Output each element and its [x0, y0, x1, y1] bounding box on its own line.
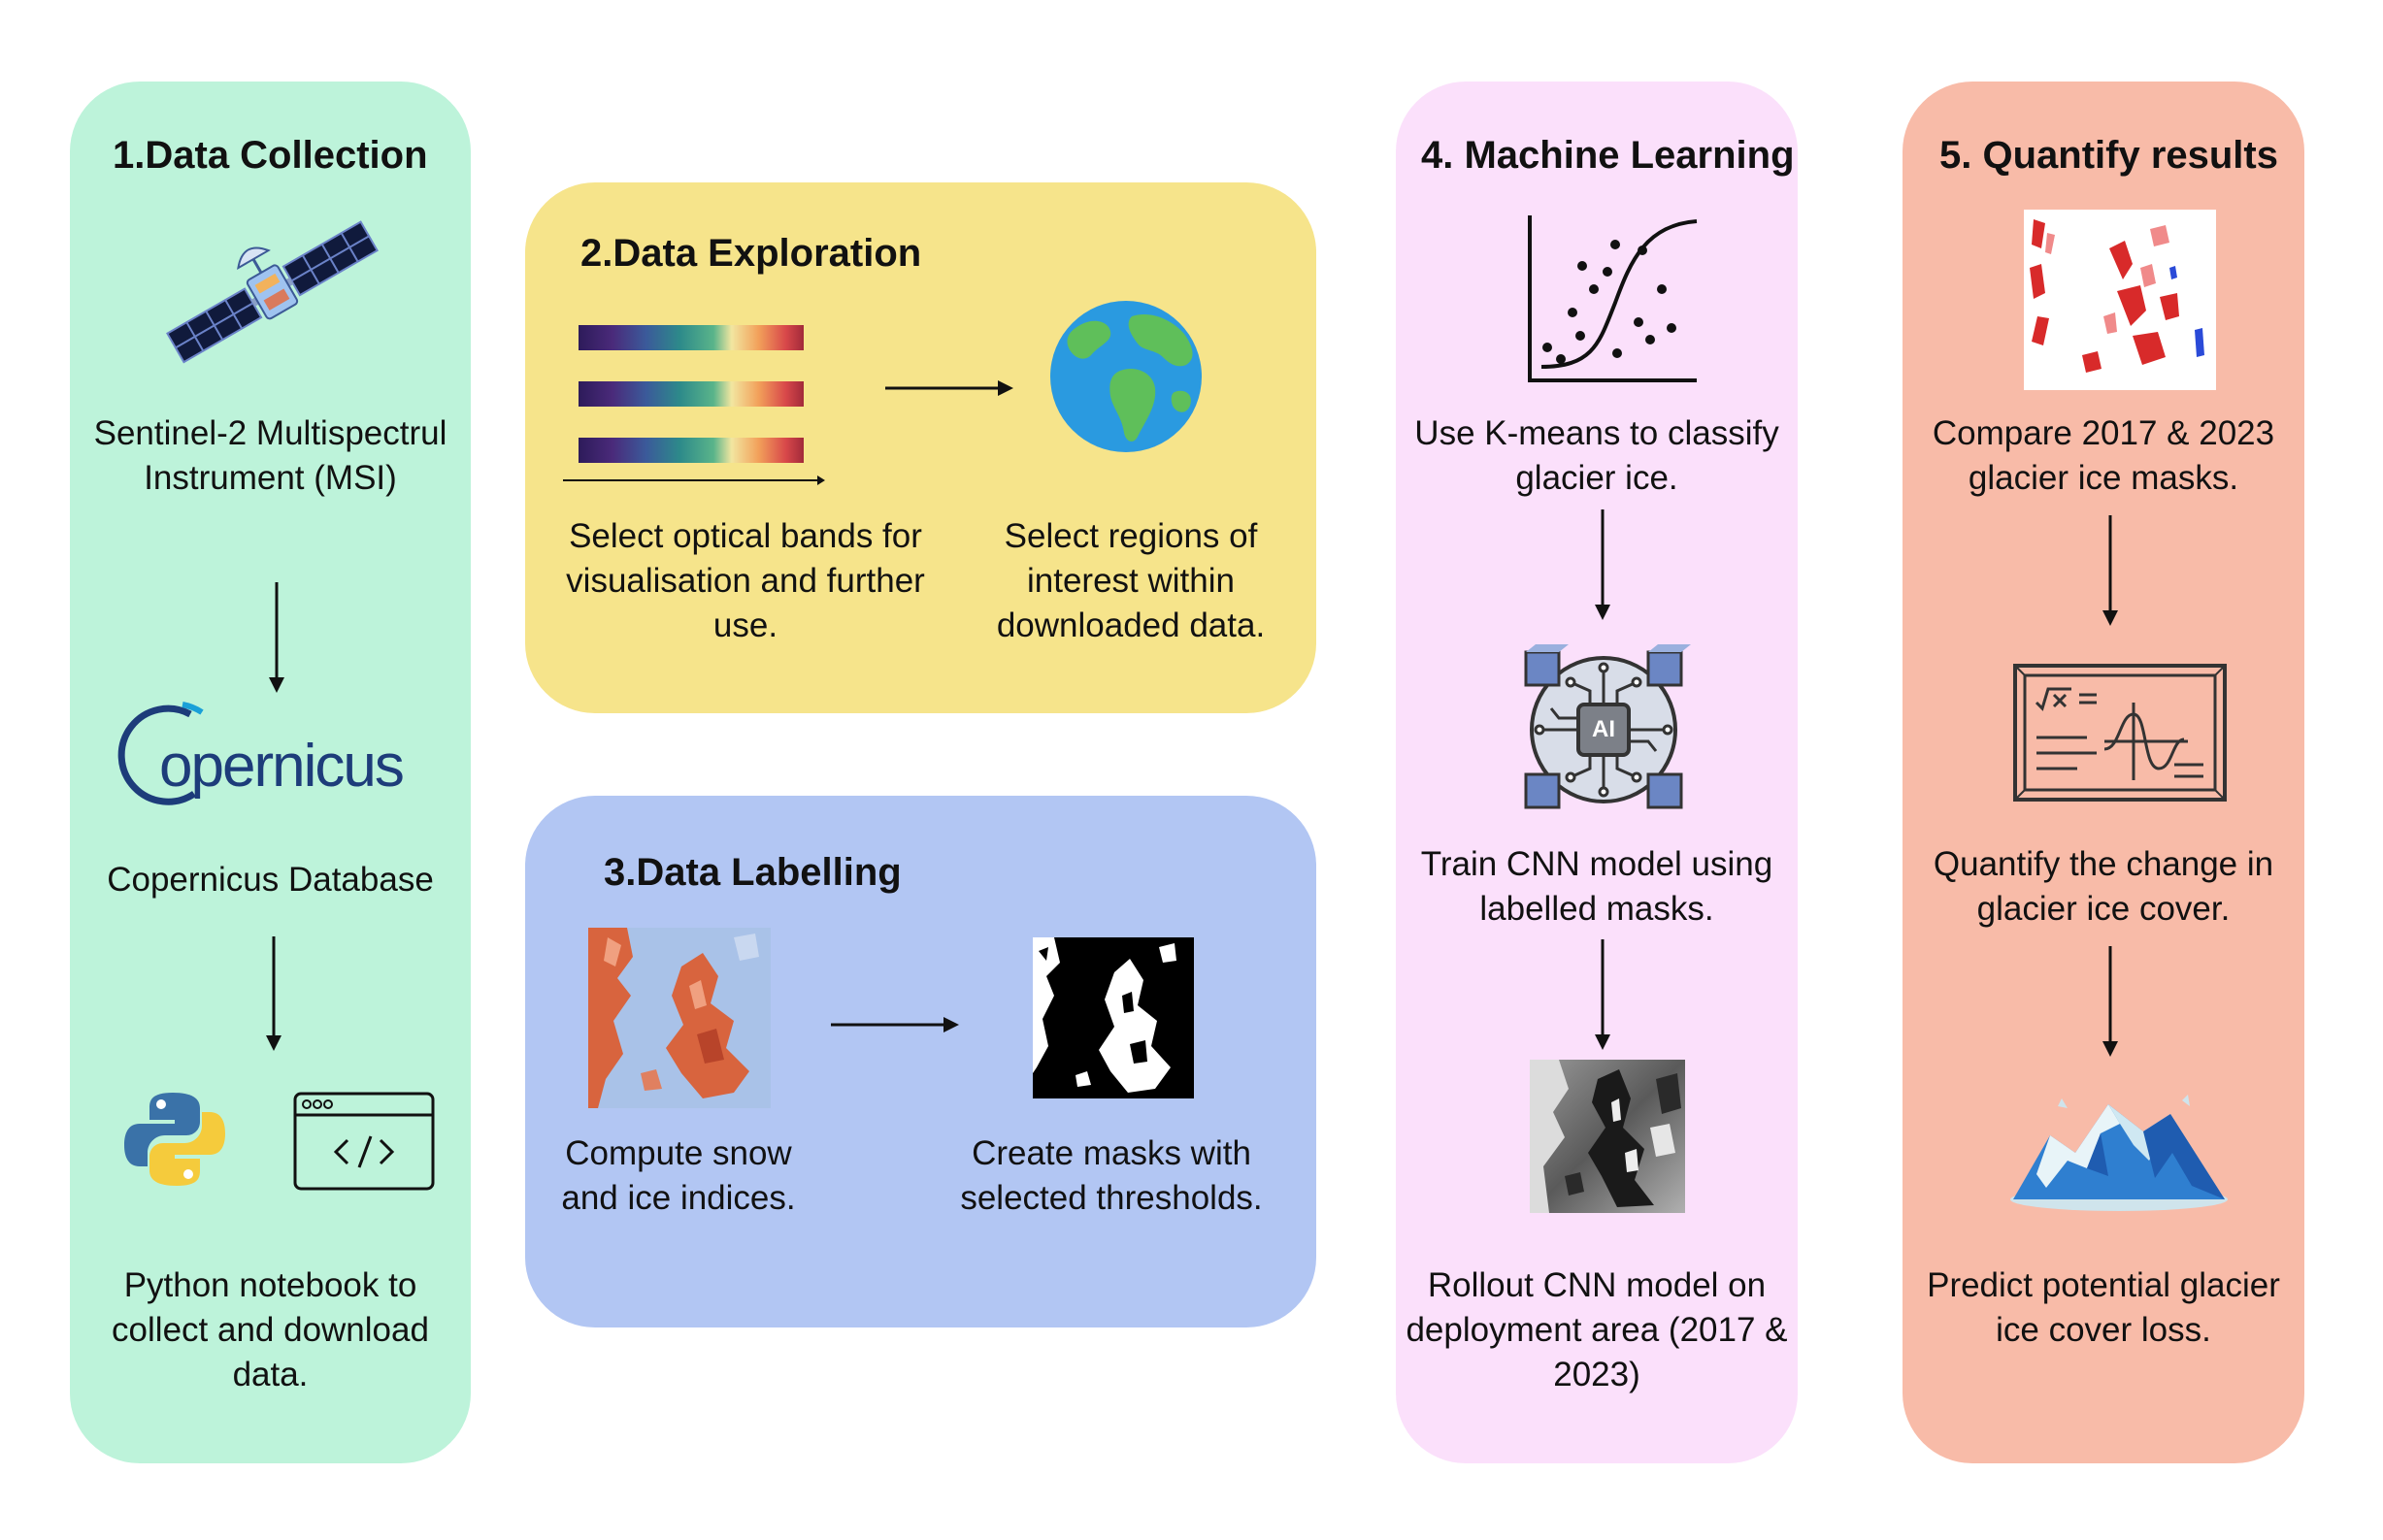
- rollout-cnn-caption: Rollout CNN model on deployment area (20…: [1406, 1266, 1788, 1393]
- kmeans-caption: Use K-means to classify glacier ice.: [1414, 414, 1779, 497]
- snow-index-map-icon: [588, 928, 771, 1108]
- python-notebook-caption: Python notebook to collect and download …: [112, 1266, 429, 1393]
- arrow-down: [269, 582, 284, 693]
- arrow-down: [266, 936, 281, 1051]
- arrow-down: [1595, 939, 1610, 1050]
- ai-circuit-graphic: [1524, 644, 1691, 809]
- arrow-right: [885, 380, 1013, 396]
- quantify-change-caption: Quantify the change in glacier ice cover…: [1933, 845, 2274, 928]
- binary-mask-icon: [1033, 937, 1194, 1098]
- earth-globe-icon: [1050, 301, 1202, 452]
- copernicus-logo-text: opernicus: [159, 733, 405, 800]
- arrow-right: [831, 1017, 959, 1032]
- arrow-down: [1595, 509, 1610, 620]
- data-collection-title: 1.Data Collection: [113, 134, 428, 177]
- ai-chip-icon: AI: [1522, 644, 1691, 811]
- ai-chip-label: AI: [1592, 716, 1615, 742]
- copernicus-logo: opernicus: [115, 697, 445, 813]
- sentinel-caption: Sentinel-2 Multispectrul Instrument (MSI…: [93, 414, 447, 497]
- compare-masks-caption: Compare 2017 & 2023 glacier ice masks.: [1932, 414, 2275, 497]
- predict-loss-caption: Predict potential glacier ice cover loss…: [1927, 1266, 2280, 1349]
- grayscale-prediction-icon: [1530, 1060, 1685, 1213]
- blackboard-formula-icon: [2013, 664, 2227, 802]
- spectral-bands-icon: [563, 325, 825, 485]
- arrow-down: [2102, 515, 2118, 626]
- train-cnn-caption: Train CNN model using labelled masks.: [1420, 845, 1773, 928]
- scatter-sigmoid-icon: [1528, 215, 1698, 382]
- copernicus-database-caption: Copernicus Database: [107, 861, 434, 899]
- satellite-icon: [166, 220, 379, 364]
- code-window-icon: [293, 1092, 435, 1191]
- data-labelling-title: 3.Data Labelling: [604, 851, 902, 894]
- quantify-results-title: 5. Quantify results: [1939, 134, 2278, 177]
- arrow-down: [2102, 946, 2118, 1057]
- machine-learning-title: 4. Machine Learning: [1421, 134, 1795, 177]
- data-exploration-title: 2.Data Exploration: [580, 232, 922, 275]
- snow-ice-indices-caption: Compute snow and ice indices.: [561, 1134, 796, 1217]
- glacier-mountain-icon: [2010, 1095, 2228, 1211]
- python-icon: [124, 1093, 225, 1186]
- copernicus-c-icon: [117, 702, 204, 805]
- regions-of-interest-caption: Select regions of interest within downlo…: [996, 517, 1266, 644]
- optical-bands-caption: Select optical bands for visualisation a…: [566, 517, 925, 644]
- change-map-icon: [2024, 210, 2216, 390]
- create-masks-caption: Create masks with selected thresholds.: [960, 1134, 1263, 1217]
